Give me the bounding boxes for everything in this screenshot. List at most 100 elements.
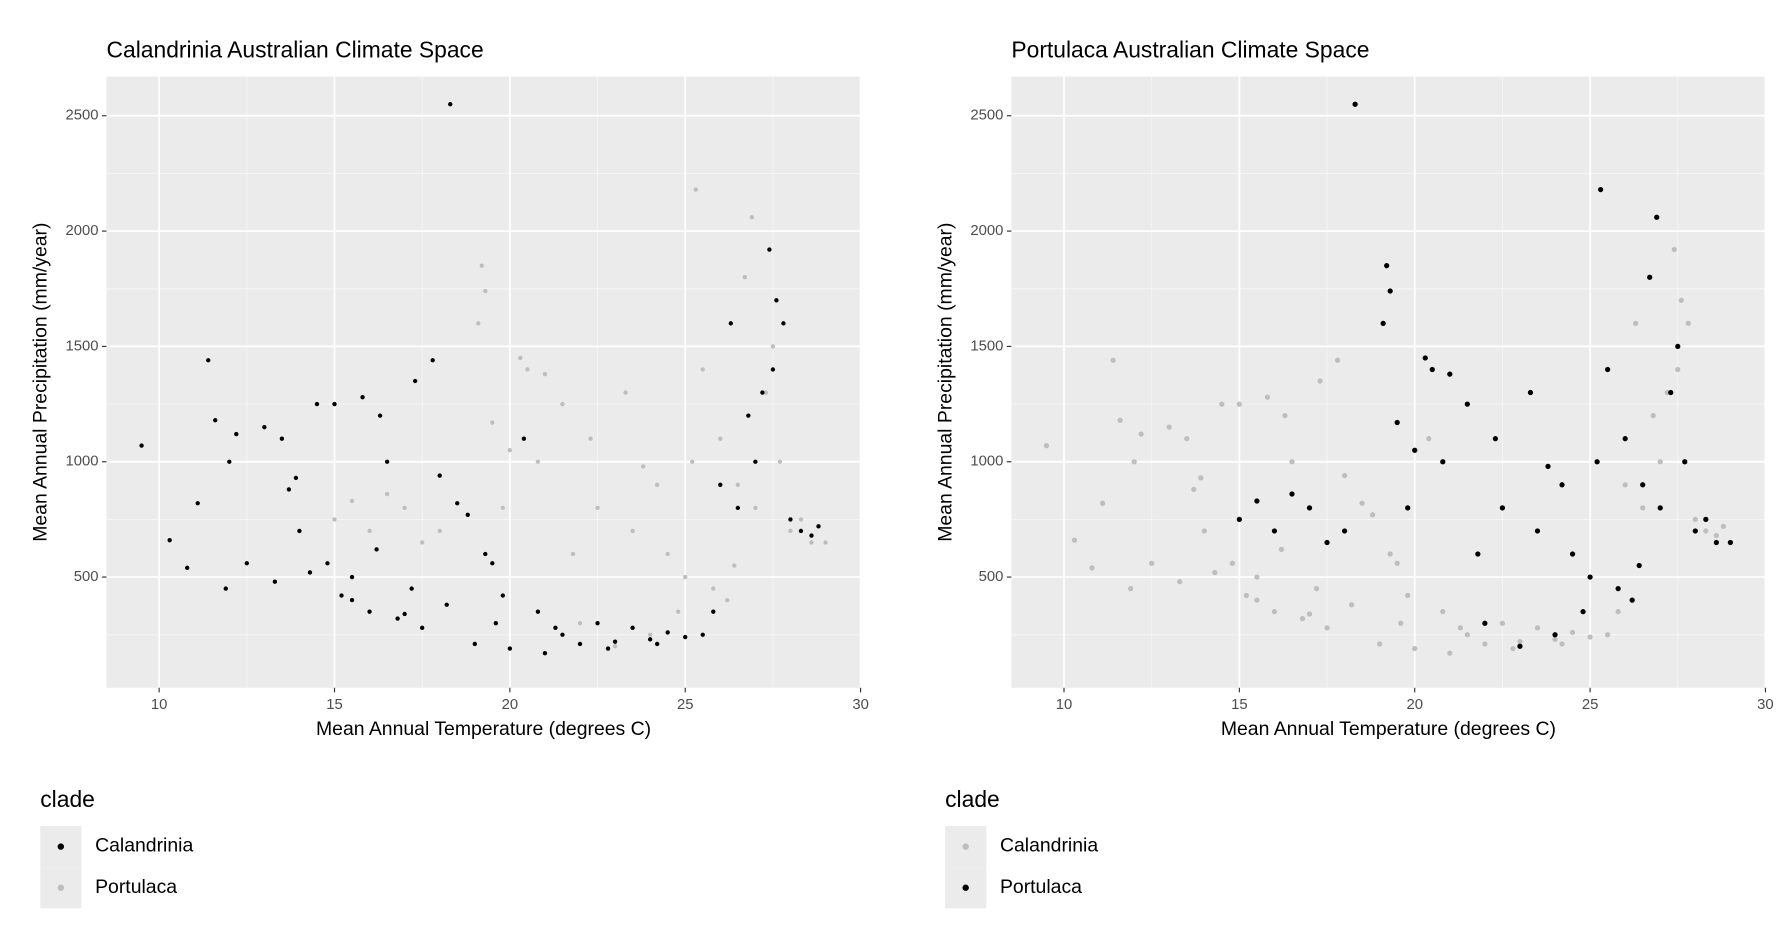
point: [1464, 632, 1470, 638]
point: [1640, 482, 1646, 488]
point: [1254, 597, 1260, 603]
point: [1499, 620, 1506, 626]
point: [1475, 551, 1481, 557]
point: [262, 424, 267, 430]
point: [630, 625, 635, 630]
point: [430, 358, 435, 363]
point: [612, 644, 618, 649]
point: [412, 378, 418, 384]
point: [630, 528, 635, 534]
point: [1377, 641, 1383, 647]
y-tick-label: 1000: [65, 454, 98, 470]
point: [167, 537, 172, 543]
y-tick-label: 500: [979, 569, 1004, 585]
point: [1675, 343, 1681, 350]
point: [1271, 609, 1278, 615]
point: [1212, 569, 1218, 576]
point: [374, 547, 379, 552]
point: [588, 436, 593, 441]
point: [297, 528, 302, 534]
point: [767, 247, 772, 252]
point: [448, 102, 453, 107]
point: [1405, 505, 1411, 511]
point: [1149, 560, 1155, 566]
point: [1394, 560, 1400, 566]
point: [1324, 625, 1330, 631]
point: [1675, 366, 1681, 373]
point: [1099, 500, 1106, 506]
chart-title: Calandrinia Australian Climate Space: [107, 36, 484, 62]
point: [760, 390, 765, 395]
point: [1580, 609, 1586, 615]
point: [339, 593, 344, 598]
x-tick-label: 25: [1582, 697, 1599, 713]
point: [1412, 447, 1418, 453]
point: [1131, 459, 1137, 465]
point: [1559, 641, 1565, 647]
point: [1517, 639, 1523, 645]
point: [1229, 560, 1235, 566]
x-tick-label: 20: [502, 697, 519, 713]
point: [1720, 523, 1726, 529]
point: [314, 401, 320, 407]
point: [1317, 378, 1323, 384]
point: [770, 344, 776, 349]
point: [1359, 500, 1365, 506]
point: [490, 561, 495, 566]
point: [1615, 609, 1621, 615]
point: [535, 609, 541, 614]
point: [1534, 625, 1541, 631]
point: [1128, 585, 1134, 592]
point: [1380, 320, 1386, 326]
point: [1482, 620, 1488, 626]
point: [1426, 436, 1432, 442]
point: [1510, 645, 1516, 652]
point: [1692, 528, 1698, 534]
point: [1405, 592, 1411, 599]
point: [223, 586, 228, 591]
point: [1289, 459, 1295, 465]
x-tick-label: 15: [326, 697, 343, 713]
point: [1201, 528, 1207, 534]
point: [1243, 592, 1250, 599]
point: [384, 459, 390, 464]
point: [409, 586, 414, 591]
point: [1324, 539, 1330, 546]
legend-swatch: [57, 884, 65, 891]
point: [1352, 101, 1358, 107]
point: [1289, 491, 1295, 497]
point: [640, 464, 646, 469]
point: [690, 459, 695, 464]
point: [1678, 297, 1684, 303]
point: [1517, 643, 1523, 649]
point: [1313, 585, 1320, 592]
x-tick-label: 15: [1231, 697, 1248, 713]
point: [367, 609, 372, 614]
point: [325, 561, 330, 566]
point: [753, 459, 758, 464]
y-tick-label: 2000: [65, 223, 98, 239]
point: [742, 275, 748, 280]
point: [1692, 516, 1698, 523]
point: [725, 597, 730, 603]
point: [683, 574, 688, 580]
legend-title: clade: [40, 786, 95, 812]
point: [1184, 436, 1190, 442]
point: [1429, 366, 1435, 373]
point: [693, 187, 698, 192]
point: [455, 501, 460, 506]
point: [1447, 650, 1453, 656]
point: [732, 563, 737, 568]
point: [1615, 585, 1621, 592]
point: [185, 565, 190, 571]
point: [1569, 629, 1576, 636]
point: [1604, 366, 1611, 373]
point: [206, 358, 211, 363]
point: [1685, 320, 1691, 326]
point: [553, 625, 558, 630]
point: [279, 436, 285, 441]
point: [535, 459, 541, 464]
point: [1447, 371, 1453, 377]
point: [1334, 357, 1341, 363]
x-axis-label: Mean Annual Temperature (degrees C): [1221, 718, 1556, 740]
